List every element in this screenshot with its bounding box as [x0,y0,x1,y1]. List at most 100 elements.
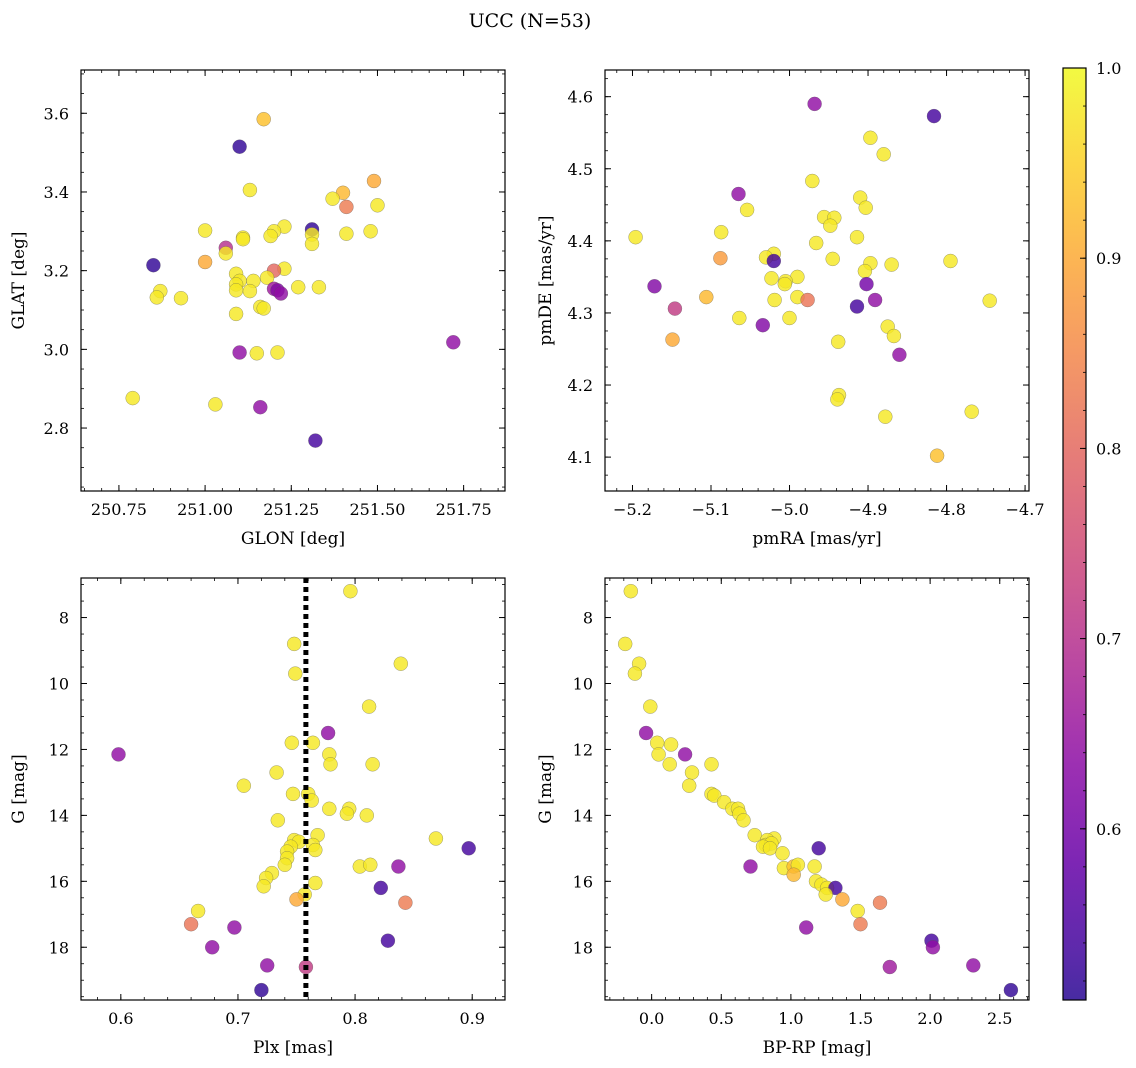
y-axis-label: pmDE [mas/yr] [536,215,556,345]
axes-frame [80,69,506,492]
data-point [308,875,323,891]
data-point [743,859,758,874]
data-point [260,958,275,973]
data-point [190,903,206,919]
x-tick-label: 251.75 [436,500,492,519]
data-point [966,958,981,973]
data-point [393,656,408,671]
data-point [363,857,378,872]
data-point [363,224,378,239]
y-tick-label: 4.1 [568,448,593,467]
data-point [849,229,865,245]
data-point [764,271,779,286]
data-point [311,280,327,295]
colorbar-gradient [1063,68,1086,1000]
y-tick-label: 8 [583,609,593,628]
data-point [339,199,354,215]
y-tick-label: 4.3 [568,304,593,323]
data-point [320,725,336,741]
y-tick-label: 3.4 [44,183,69,202]
data-point [638,725,654,741]
scatter-points [125,111,461,448]
data-point [747,828,762,843]
data-point [667,301,683,316]
y-tick-label: 10 [49,675,69,694]
data-point [173,291,189,306]
data-point [858,200,873,215]
data-point [799,920,814,935]
scatter-points [618,584,1019,998]
data-point [647,279,662,294]
panel-4: 0.0 0.5 1.0 1.5 2.0 2.5 8 10 12 14 16 18 BP-RP [mag]… [536,577,1030,1058]
x-tick-label: 250.75 [91,500,147,519]
data-point [618,636,633,652]
data-point [830,392,845,407]
data-point [461,841,476,856]
colorbar-tick-label: 0.9 [1096,249,1121,268]
scatter-points [628,96,997,463]
data-point [805,173,820,189]
data-point [149,290,165,305]
data-point [782,310,797,326]
data-point [623,584,638,599]
data-point [684,765,700,780]
x-axis-label: pmRA [mas/yr] [752,529,881,549]
ticks: 0.6 0.7 0.8 0.9 8 10 12 14 16 18 [49,578,505,1028]
data-point [197,254,213,270]
data-point [628,229,643,245]
data-point [242,283,258,299]
data-point [807,859,822,874]
data-point [732,310,747,326]
data-point [361,699,377,714]
y-tick-label: 4.2 [568,376,593,395]
data-point [807,96,822,112]
data-point [704,757,719,772]
colorbar-tick-label: 0.7 [1096,630,1121,649]
data-point [714,224,729,240]
x-tick-label: 2.5 [987,1009,1012,1028]
x-tick-label: 0.0 [639,1009,664,1028]
panels: 250.75 251.00 251.25 251.50 251.75 2.8 3.0 3.2 3… [9,69,1045,1058]
data-point [786,867,801,882]
data-point [775,846,790,861]
data-point [111,747,126,762]
data-point [863,130,878,146]
data-point [304,236,320,252]
y-tick-label: 3.6 [44,104,69,123]
ticks: −5.2 −5.1 −5.0 −4.9 −4.8 −4.7 4.1 4.2 4.3 4.4 4.5 4… [568,70,1045,519]
y-tick-label: 16 [49,872,69,891]
data-point [857,263,873,279]
axes-frame [604,69,1030,492]
data-point [339,226,354,241]
data-point [853,917,868,932]
data-point [380,933,396,948]
data-point [287,636,302,652]
data-point [270,345,285,360]
y-tick-label: 10 [573,675,593,694]
data-point [892,347,907,362]
x-tick-label: 251.00 [177,500,233,519]
data-point [825,251,840,267]
data-point [886,328,902,344]
data-point [256,879,271,894]
x-tick-label: 1.5 [848,1009,873,1028]
y-tick-label: 14 [573,806,593,825]
data-point [943,253,958,269]
data-point [308,842,323,858]
y-tick-label: 18 [49,938,69,957]
data-point [232,139,247,154]
panel-2: −5.2 −5.1 −5.0 −4.9 −4.8 −4.7 4.1 4.2 4.3 4.4 4.5 4… [536,69,1045,549]
data-point [1003,982,1019,998]
figure-title: UCC (N=53) [469,10,592,32]
y-tick-label: 12 [49,740,69,759]
data-point [800,292,815,308]
data-point [270,813,285,828]
data-point [359,808,374,823]
y-tick-label: 8 [59,609,69,628]
data-point [208,397,223,412]
scatter-points [111,584,476,998]
data-point [665,332,680,347]
data-point [739,202,755,218]
data-point [849,299,865,314]
